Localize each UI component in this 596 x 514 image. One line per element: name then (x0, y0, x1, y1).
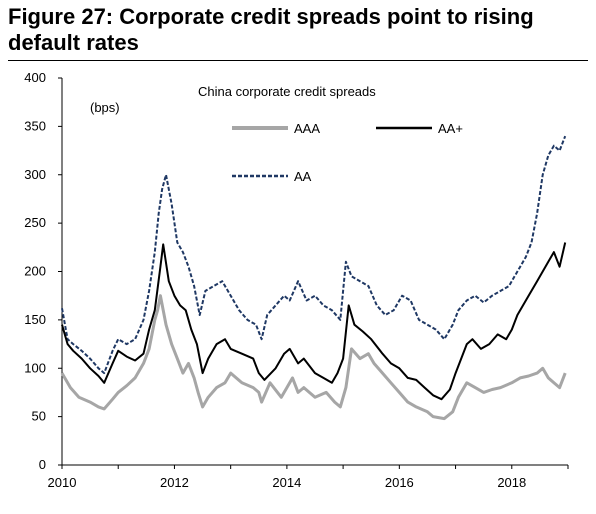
y-tick-label: 350 (24, 118, 46, 133)
title-rule (8, 60, 588, 61)
x-tick-label: 2018 (497, 475, 526, 490)
y-tick-label: 200 (24, 264, 46, 279)
x-tick-label: 2012 (160, 475, 189, 490)
legend-label-aa: AA (294, 169, 312, 184)
y-tick-label: 400 (24, 70, 46, 85)
y-axis-label: (bps) (90, 100, 120, 115)
y-tick-label: 0 (39, 457, 46, 472)
y-tick-label: 150 (24, 312, 46, 327)
legend-label-aaa: AAA (294, 121, 320, 136)
series-line-aa (61, 135, 567, 375)
series-line-aaa (60, 294, 567, 421)
series-line-aa-plus (61, 242, 567, 401)
y-tick-label: 100 (24, 360, 46, 375)
y-tick-label: 50 (32, 409, 46, 424)
y-tick-label: 300 (24, 167, 46, 182)
chart-legend: AAA AA+ AA (232, 121, 463, 184)
y-tick-label: 250 (24, 215, 46, 230)
x-tick-label: 2010 (48, 475, 77, 490)
chart-title: China corporate credit spreads (198, 84, 376, 99)
x-tick-label: 2016 (385, 475, 414, 490)
chart-series-layer (60, 135, 567, 421)
chart-axes: 0 50 100 150 200 250 300 350 400 2010 2012 2014 2016… (24, 70, 569, 490)
legend-label-aa-plus: AA+ (438, 121, 463, 136)
figure-title: Figure 27: Corporate credit spreads poin… (8, 4, 534, 55)
x-tick-label: 2014 (272, 475, 301, 490)
